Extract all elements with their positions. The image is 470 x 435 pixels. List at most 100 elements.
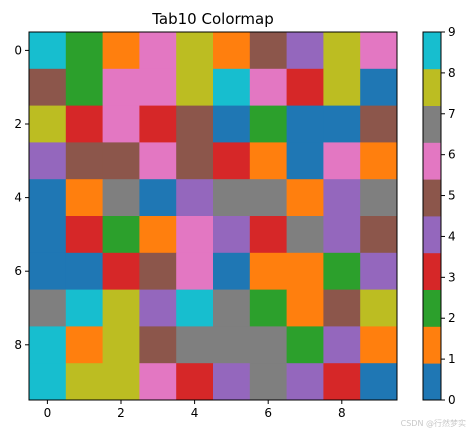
heatmap-cell (29, 105, 67, 143)
heatmap-cell (102, 142, 140, 180)
colorbar-tick-label: 7 (448, 107, 456, 121)
heatmap-cell (65, 179, 103, 217)
heatmap-cell (139, 105, 177, 143)
x-tick-label: 8 (338, 406, 346, 420)
heatmap-cell (213, 363, 251, 401)
heatmap-cell (249, 216, 287, 254)
heatmap-cell (286, 289, 324, 327)
heatmap-cell (176, 252, 214, 290)
heatmap-cell (213, 32, 251, 70)
heatmap-cell (176, 216, 214, 254)
colorbar-axis: 0 1 2 3 4 5 6 7 8 9 (441, 25, 456, 407)
colorbar-segment (423, 32, 441, 70)
heatmap-cell (286, 216, 324, 254)
heatmap-cell (323, 68, 361, 106)
colorbar-segment (423, 289, 441, 327)
heatmap-cell (286, 32, 324, 70)
heatmap-cell (213, 68, 251, 106)
x-axis: 0 2 4 6 8 (44, 400, 346, 420)
heatmap-cell (176, 142, 214, 180)
heatmap-cell (139, 179, 177, 217)
colorbar-tick-label: 3 (448, 270, 456, 284)
heatmap-cell (360, 289, 398, 327)
heatmap-cell (29, 363, 67, 401)
heatmap-cell (102, 32, 140, 70)
heatmap-cell (213, 252, 251, 290)
heatmap-cell (176, 105, 214, 143)
y-tick-label: 0 (14, 43, 22, 57)
colorbar-segment (423, 326, 441, 364)
heatmap-cell (360, 105, 398, 143)
heatmap-cell (213, 326, 251, 364)
watermark: CSDN @行然梦实 (401, 418, 466, 428)
heatmap-cell (65, 68, 103, 106)
heatmap-cell (29, 216, 67, 254)
y-tick-label: 8 (14, 338, 22, 352)
x-tick-label: 2 (117, 406, 125, 420)
heatmap-cell (360, 32, 398, 70)
colorbar-tick-label: 6 (448, 148, 456, 162)
heatmap-cell (65, 289, 103, 327)
heatmap-cell (176, 289, 214, 327)
heatmap-cell (213, 105, 251, 143)
colorbar-frame (422, 31, 442, 401)
colorbar-tick-label: 5 (448, 189, 456, 203)
heatmap-cell (176, 32, 214, 70)
colorbar-tick-label: 0 (448, 393, 456, 407)
heatmap-cell (65, 363, 103, 401)
heatmap-cell (360, 179, 398, 217)
colorbar-segment (423, 252, 441, 290)
colorbar-segment (423, 363, 441, 401)
heatmap-cell (176, 363, 214, 401)
heatmap-cell (139, 363, 177, 401)
heatmap-cell (102, 326, 140, 364)
heatmap-cell (29, 326, 67, 364)
heatmap-cell (249, 289, 287, 327)
heatmap-cell (249, 252, 287, 290)
heatmap-cell (286, 105, 324, 143)
heatmap-cell (286, 142, 324, 180)
heatmap-cell (65, 142, 103, 180)
heatmap-cell (249, 105, 287, 143)
heatmap-cell (139, 216, 177, 254)
heatmap-cell (249, 32, 287, 70)
heatmap-cell (65, 326, 103, 364)
heatmap-cell (323, 289, 361, 327)
colorbar-segment (423, 179, 441, 217)
heatmap-cell (65, 32, 103, 70)
colorbar-tick-label: 9 (448, 25, 456, 39)
heatmap-cell (65, 252, 103, 290)
colorbar-tick-label: 4 (448, 229, 456, 243)
x-tick-label: 4 (191, 406, 199, 420)
heatmap-cell (286, 252, 324, 290)
heatmap-cell (102, 216, 140, 254)
heatmap-cell (102, 179, 140, 217)
heatmap-cell (29, 252, 67, 290)
colorbar-tick-label: 1 (448, 352, 456, 366)
heatmap-cell (249, 179, 287, 217)
heatmap-cell (249, 363, 287, 401)
heatmap-cell (139, 68, 177, 106)
colorbar-segment (423, 142, 441, 180)
y-tick-label: 6 (14, 264, 22, 278)
heatmap-cell (139, 326, 177, 364)
x-tick-label: 0 (44, 406, 52, 420)
heatmap-cell (176, 326, 214, 364)
heatmap-cell (29, 142, 67, 180)
heatmap-cell (323, 32, 361, 70)
heatmap-cell (286, 179, 324, 217)
heatmap-cell (286, 363, 324, 401)
colorbar-segment (423, 216, 441, 254)
heatmap-cell (176, 68, 214, 106)
heatmap-cell (323, 179, 361, 217)
heatmap-cell (323, 142, 361, 180)
heatmap-cell (323, 252, 361, 290)
heatmap-cell (102, 252, 140, 290)
y-tick-label: 4 (14, 191, 22, 205)
heatmap-cell (249, 142, 287, 180)
heatmap-cell (139, 289, 177, 327)
heatmap-cell (139, 142, 177, 180)
heatmap-cell (360, 68, 398, 106)
heatmap-cell (286, 68, 324, 106)
